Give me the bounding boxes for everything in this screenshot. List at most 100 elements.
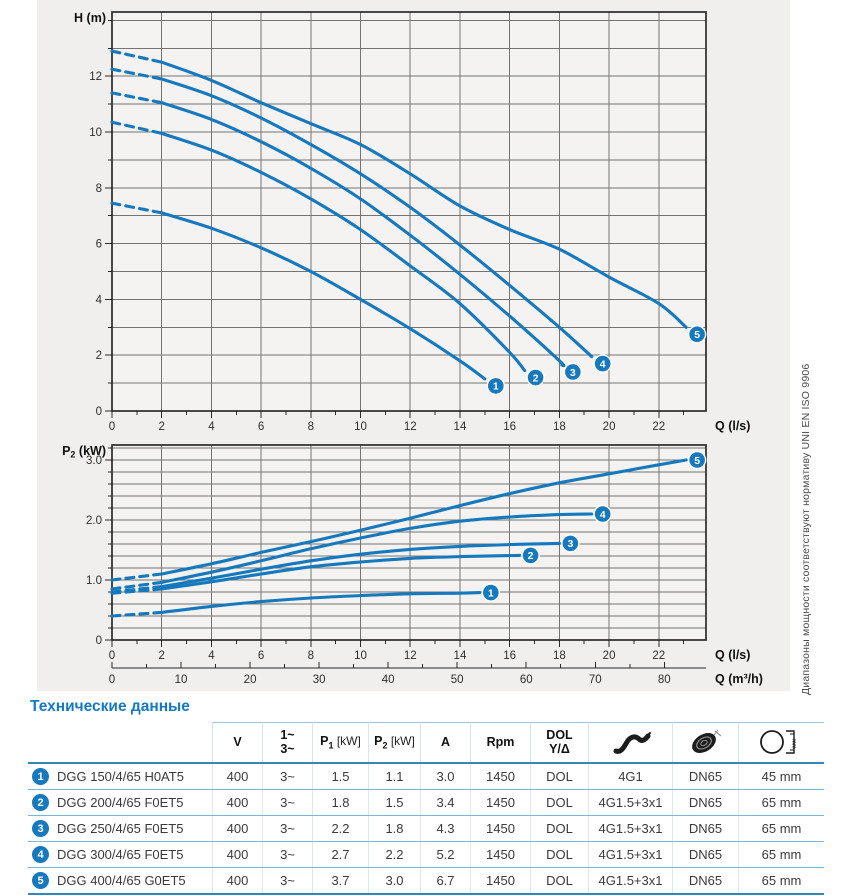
cell-v: 400 xyxy=(212,868,262,893)
svg-text:2: 2 xyxy=(159,650,165,662)
svg-text:20: 20 xyxy=(603,421,616,433)
cell-rpm: 1450 xyxy=(470,868,530,893)
cell-ph: 3~ xyxy=(262,790,312,815)
svg-text:12: 12 xyxy=(404,421,417,433)
cell-p1: 1.8 xyxy=(312,790,368,815)
svg-text:18: 18 xyxy=(553,650,566,662)
header-model-spacer xyxy=(28,722,212,762)
svg-text:80: 80 xyxy=(658,674,671,686)
svg-text:4: 4 xyxy=(208,650,215,662)
cell-rpm: 1450 xyxy=(470,764,530,789)
cell-a: 3.4 xyxy=(420,790,470,815)
svg-text:10: 10 xyxy=(354,650,367,662)
cell-rpm: 1450 xyxy=(470,842,530,867)
row-number-badge: 2 xyxy=(32,794,49,811)
cell-v: 400 xyxy=(212,790,262,815)
cell-start: DOL xyxy=(530,764,588,789)
cell-dn: DN65 xyxy=(672,842,738,867)
row-number-badge: 1 xyxy=(32,768,49,785)
cell-a: 4.3 xyxy=(420,816,470,841)
svg-text:14: 14 xyxy=(454,421,467,433)
model-cell: 3 DGG 250/4/65 F0ET5 xyxy=(28,816,212,841)
model-cell: 1 DGG 150/4/65 H0AT5 xyxy=(28,764,212,789)
row-number-badge: 3 xyxy=(32,820,49,837)
cell-free: 65 mm xyxy=(738,816,824,841)
curve-badge-2: 2 xyxy=(526,368,545,387)
svg-text:10: 10 xyxy=(354,421,367,433)
svg-text:4: 4 xyxy=(208,421,215,433)
cell-p2: 3.0 xyxy=(368,868,420,893)
cell-p1: 1.5 xyxy=(312,764,368,789)
cell-start: DOL xyxy=(530,842,588,867)
row-number-badge: 4 xyxy=(32,846,49,863)
curve-badge-5: 5 xyxy=(687,450,707,470)
header-1: 1~ 3~ xyxy=(262,722,312,762)
svg-text:16: 16 xyxy=(503,650,516,662)
model-name: DGG 150/4/65 H0AT5 xyxy=(57,769,184,784)
cell-p2: 2.2 xyxy=(368,842,420,867)
axis-ticks xyxy=(105,19,685,418)
model-cell: 4 DGG 300/4/65 F0ET5 xyxy=(28,842,212,867)
svg-text:4: 4 xyxy=(600,358,606,370)
table-row: 4 DGG 300/4/65 F0ET5 400 3~ 2.7 2.2 5.2 1450 DOL… xyxy=(28,842,824,868)
table-row: 1 DGG 150/4/65 H0AT5 400 3~ 1.5 1.1 3.0 1450 DOL… xyxy=(28,764,824,790)
curve-badge-1: 1 xyxy=(481,583,501,602)
table-row: 5 DGG 400/4/65 G0ET5 400 3~ 3.7 3.0 6.7 1450 DOL… xyxy=(28,868,824,895)
cell-v: 400 xyxy=(212,764,262,789)
model-name: DGG 400/4/65 G0ET5 xyxy=(57,873,186,888)
svg-text:1: 1 xyxy=(488,587,494,599)
svg-text:5: 5 xyxy=(694,455,700,467)
svg-text:1: 1 xyxy=(493,381,499,393)
cell-cable: 4G1.5+3x1 xyxy=(588,842,672,867)
curve-badge-5: 5 xyxy=(687,325,707,344)
svg-text:5: 5 xyxy=(694,329,700,341)
svg-text:8: 8 xyxy=(96,183,102,195)
curve-1 xyxy=(110,591,482,618)
cell-cable: 4G1.5+3x1 xyxy=(588,816,672,841)
cell-ph: 3~ xyxy=(262,842,312,867)
cell-ph: 3~ xyxy=(262,868,312,893)
curve-3 xyxy=(110,541,561,594)
y-axis-title: H (m) xyxy=(74,11,106,25)
curve-1 xyxy=(110,201,487,381)
svg-text:mm: mm xyxy=(790,739,796,749)
svg-text:3: 3 xyxy=(570,367,576,379)
cell-dn: DN65 xyxy=(672,764,738,789)
cell-p1: 2.7 xyxy=(312,842,368,867)
svg-text:0: 0 xyxy=(109,421,115,433)
curve-badge-2: 2 xyxy=(521,546,540,565)
cell-dn: DN65 xyxy=(672,790,738,815)
svg-text:4: 4 xyxy=(96,294,103,306)
svg-text:2: 2 xyxy=(96,350,102,362)
curve-badge-3: 3 xyxy=(561,534,580,553)
curve-5 xyxy=(110,49,688,329)
svg-text:6: 6 xyxy=(258,650,264,662)
svg-text:0: 0 xyxy=(96,635,102,647)
cell-p2: 1.5 xyxy=(368,790,420,815)
svg-text:18: 18 xyxy=(553,421,566,433)
svg-text:14: 14 xyxy=(454,650,467,662)
cell-start: DOL xyxy=(530,868,588,893)
iso-standard-note: Диапазоны мощности соответствуют нормати… xyxy=(800,363,812,695)
cell-free: 65 mm xyxy=(738,790,824,815)
svg-text:1.0: 1.0 xyxy=(86,575,102,587)
model-name: DGG 300/4/65 F0ET5 xyxy=(57,847,184,862)
cell-dn: DN65 xyxy=(672,816,738,841)
cell-free: 65 mm xyxy=(738,868,824,893)
cell-free: 65 mm xyxy=(738,842,824,867)
cell-cable: 4G1.5+3x1 xyxy=(588,790,672,815)
curve-4 xyxy=(110,512,594,591)
cell-p2: 1.1 xyxy=(368,764,420,789)
cell-ph: 3~ xyxy=(262,764,312,789)
svg-text:2: 2 xyxy=(533,372,539,384)
svg-text:8: 8 xyxy=(308,650,314,662)
svg-text:40: 40 xyxy=(382,674,395,686)
flange-icon xyxy=(672,722,738,762)
table-header-row: V 1~ 3~ P1 [kW] P2 [kW] A Rpm DOL Y/Δ mm xyxy=(28,722,824,764)
svg-text:20: 20 xyxy=(603,650,616,662)
curve-4 xyxy=(110,67,594,359)
svg-text:60: 60 xyxy=(520,674,533,686)
